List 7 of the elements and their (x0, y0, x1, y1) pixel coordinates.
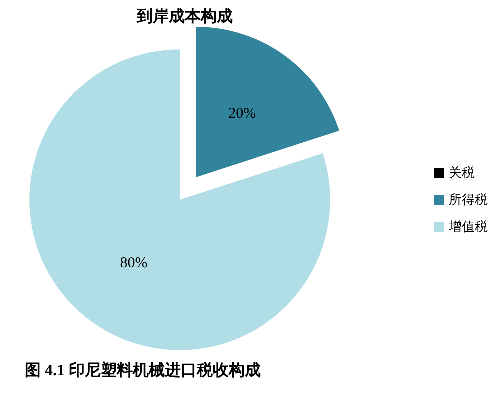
caption: 图 4.1 印尼塑料机械进口税收构成 (25, 360, 261, 380)
legend-label: 关税 (449, 166, 475, 181)
data-label: 80% (120, 255, 148, 272)
legend-label: 增值税 (448, 220, 488, 235)
legend-label: 所得税 (449, 193, 488, 208)
data-label: 20% (228, 106, 256, 122)
chart-title: 到岸成本构成 (136, 8, 233, 26)
